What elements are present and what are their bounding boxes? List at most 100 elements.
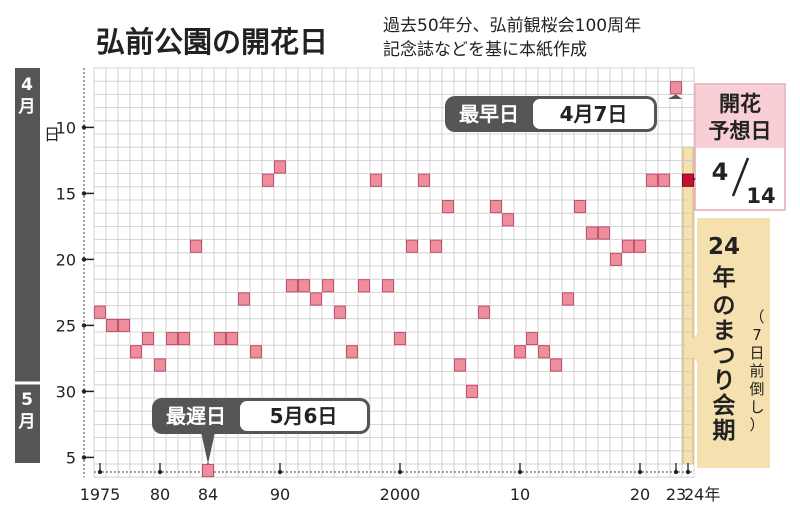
festival-title-char: り (713, 368, 736, 394)
data-point (586, 226, 598, 240)
data-point (178, 332, 190, 346)
data-point (274, 160, 286, 174)
data-point (454, 358, 466, 372)
data-point (646, 173, 658, 187)
forecast-point (682, 173, 694, 187)
data-point (622, 239, 634, 253)
latest-callout-date-box (240, 401, 367, 431)
data-point (670, 81, 682, 95)
festival-title-char: 会 (713, 392, 736, 419)
data-point (610, 252, 622, 266)
y-tick-label: 15 (56, 184, 76, 203)
earliest-callout-date: 4月7日 (560, 102, 628, 126)
festival-label-bg (683, 218, 770, 468)
x-tick-label: 23 (666, 485, 686, 504)
festival-paren-char: ） (749, 416, 764, 434)
data-point (382, 279, 394, 293)
data-point (322, 279, 334, 293)
data-point (130, 345, 142, 359)
data-point (154, 358, 166, 372)
chart-subtitle-line1: 過去50年分、弘前観桜会100周年 (383, 16, 641, 36)
data-point (286, 279, 298, 293)
forecast-month: 4 (712, 158, 729, 186)
data-point (490, 200, 502, 214)
data-point (394, 332, 406, 346)
month-band (15, 68, 40, 463)
forecast-connector (693, 177, 696, 181)
data-point (106, 318, 118, 332)
data-point (238, 292, 250, 306)
forecast-label-line1: 開花 (719, 92, 761, 116)
x-tick-label: 80 (150, 485, 170, 504)
earliest-callout-pointer (668, 94, 682, 99)
latest-callout-date: 5月6日 (270, 404, 338, 428)
data-point (526, 332, 538, 346)
chart-title: 弘前公園の開花日 (96, 25, 328, 59)
data-point (514, 345, 526, 359)
festival-title-char: つ (713, 343, 736, 369)
data-point (346, 345, 358, 359)
y-tick-label: 5 (66, 448, 76, 467)
data-point (202, 464, 214, 478)
forecast-slash (731, 157, 750, 197)
forecast-day: 14 (746, 184, 775, 208)
data-point (118, 318, 130, 332)
data-point (598, 226, 610, 240)
data-point (334, 305, 346, 319)
festival-title-char: ま (713, 318, 736, 344)
data-point (358, 279, 370, 293)
festival-title-char: 期 (713, 418, 736, 444)
latest-callout: 最遅日 5月6日 (152, 398, 370, 464)
data-point (466, 384, 478, 398)
earliest-callout-date-box (533, 99, 654, 129)
y-tick-label: 20 (56, 250, 76, 269)
data-point (142, 332, 154, 346)
data-point (442, 200, 454, 214)
latest-callout-label: 最遅日 (166, 404, 226, 428)
data-point (574, 200, 586, 214)
data-point (430, 239, 442, 253)
earliest-callout: 最早日 4月7日 (445, 94, 682, 132)
festival-year: 24 (708, 234, 740, 260)
data-point (418, 173, 430, 187)
data-point (634, 239, 646, 253)
data-point (550, 358, 562, 372)
data-point (250, 345, 262, 359)
data-point (94, 305, 106, 319)
may-digit: 5 (21, 390, 33, 410)
y-tick-label: 30 (56, 382, 76, 401)
data-point (406, 239, 418, 253)
x-tick-label: 10 (510, 485, 530, 504)
forecast-box-header (696, 85, 784, 148)
data-point (310, 292, 322, 306)
april-digit: 4 (21, 75, 33, 95)
data-point (190, 239, 202, 253)
data-point (226, 332, 238, 346)
chart-subtitle-line2: 記念誌などを基に本紙作成 (383, 39, 587, 60)
x-tick-label: 20 (630, 485, 650, 504)
festival-paren-char: 7 (752, 326, 762, 344)
data-point (562, 292, 574, 306)
data-point (166, 332, 178, 346)
x-tick-label: 1975 (80, 485, 121, 504)
april-kanji: 月 (18, 97, 36, 117)
may-kanji: 月 (18, 412, 36, 432)
festival-year-kanji: 年 (713, 264, 736, 291)
earliest-callout-label: 最早日 (459, 102, 519, 126)
data-point (538, 345, 550, 359)
y-tick-label: 25 (56, 316, 76, 335)
forecast-label-line2: 予想日 (709, 119, 772, 143)
festival-title-char: の (713, 293, 736, 319)
festival-paren-char: 倒 (749, 380, 764, 398)
festival-paren-char: 日 (749, 344, 764, 362)
x-tick-label: 84 (198, 485, 218, 504)
data-point (370, 173, 382, 187)
data-point (298, 279, 310, 293)
festival-paren-char: し (749, 398, 764, 416)
y-tick-label: 10 (56, 118, 76, 137)
data-point (478, 305, 490, 319)
data-point (262, 173, 274, 187)
latest-callout-pointer (201, 432, 215, 464)
